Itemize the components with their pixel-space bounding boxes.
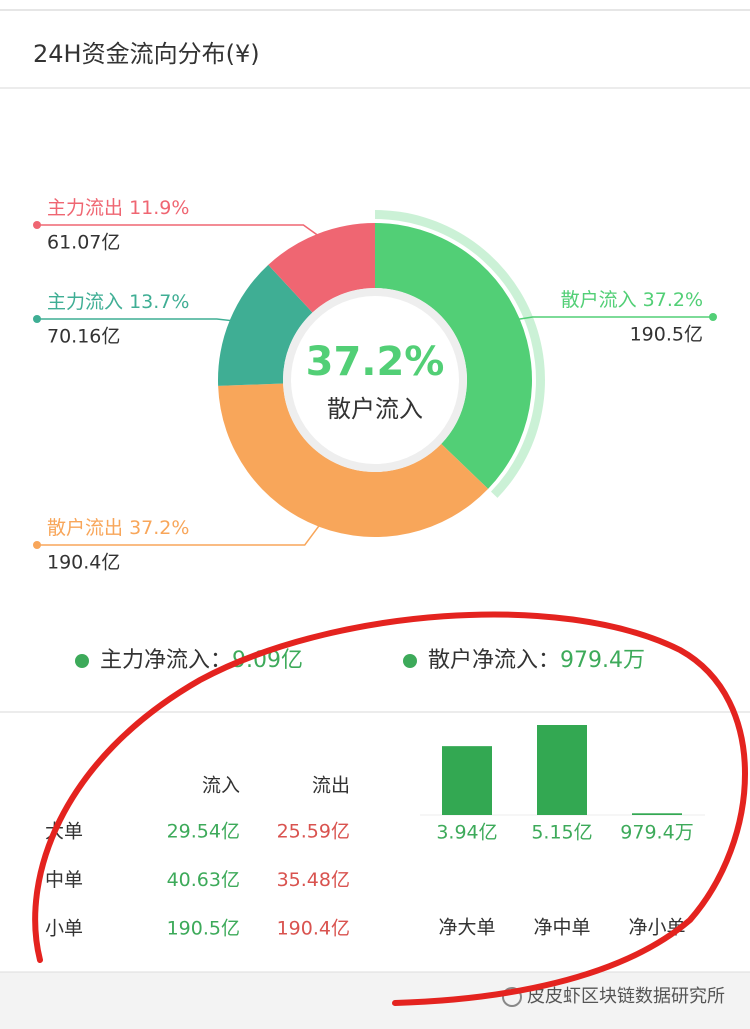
leader-line: [37, 224, 319, 237]
segment-amount: 190.4亿: [47, 552, 120, 574]
summary-label: 主力净流入：: [100, 648, 232, 673]
leader-dot: [33, 221, 41, 229]
bar: [632, 813, 682, 815]
leader-dot: [33, 541, 41, 549]
outflow-cell: 35.48亿: [277, 869, 350, 891]
donut-segment: [268, 223, 375, 313]
segment-percent: 13.7%: [129, 291, 189, 313]
row-label: 中单: [45, 869, 83, 891]
center-value: 37.2%: [306, 339, 445, 385]
segment-amount: 61.07亿: [47, 232, 120, 254]
bar-category-label: 净大单: [438, 917, 495, 939]
segment-label: 主力流入 13.7%: [47, 291, 189, 313]
segment-percent: 37.2%: [643, 289, 703, 311]
summary-dot: [75, 654, 89, 668]
bar: [537, 725, 587, 815]
summary-label: 散户净流入：: [428, 648, 560, 673]
segment-name: 主力流出: [47, 197, 123, 219]
segment-name: 散户流入: [561, 289, 637, 311]
segment-label: 散户流出 37.2%: [47, 517, 189, 539]
table-header: 流入: [202, 775, 240, 797]
segment-name: 主力流入: [47, 291, 123, 313]
bar: [442, 746, 492, 815]
watermark-icon: [502, 987, 522, 1007]
donut-segment: [218, 264, 313, 386]
segment-amount: 190.5亿: [630, 324, 703, 346]
leader-line: [37, 318, 232, 322]
footer-band: [0, 972, 750, 1029]
leader-line: [37, 524, 321, 546]
header-title: 24H资金流向分布(¥): [33, 40, 260, 68]
inflow-cell: 40.63亿: [167, 869, 240, 891]
outflow-cell: 190.4亿: [277, 918, 350, 940]
watermark: 皮皮虾区块链数据研究所: [527, 986, 725, 1007]
leader-line: [517, 316, 713, 321]
outflow-cell: 25.59亿: [277, 821, 350, 843]
leader-dot: [709, 313, 717, 321]
bar-value-label: 5.15亿: [531, 822, 592, 844]
row-label: 小单: [45, 918, 83, 940]
bar-category-label: 净中单: [533, 917, 590, 939]
inflow-cell: 190.5亿: [167, 918, 240, 940]
segment-percent: 11.9%: [129, 197, 189, 219]
inflow-cell: 29.54亿: [167, 821, 240, 843]
center-label: 散户流入: [327, 395, 423, 423]
summary-dot: [403, 654, 417, 668]
bar-value-label: 3.94亿: [436, 822, 497, 844]
summary-value: 979.4万: [560, 648, 645, 673]
bar-value-label: 979.4万: [620, 822, 693, 844]
summary-item: 散户净流入：979.4万: [428, 648, 645, 673]
segment-label: 主力流出 11.9%: [47, 197, 189, 219]
hand-drawn-circle: [32, 611, 748, 1006]
donut-segment: [375, 223, 533, 489]
table-header: 流出: [312, 775, 350, 797]
donut-segment: [218, 383, 489, 538]
segment-amount: 70.16亿: [47, 326, 120, 348]
center-disc: [291, 296, 459, 464]
segment-name: 散户流出: [47, 517, 123, 539]
segment-percent: 37.2%: [129, 517, 189, 539]
leader-dot: [33, 315, 41, 323]
segment-label: 散户流入 37.2%: [561, 289, 703, 311]
